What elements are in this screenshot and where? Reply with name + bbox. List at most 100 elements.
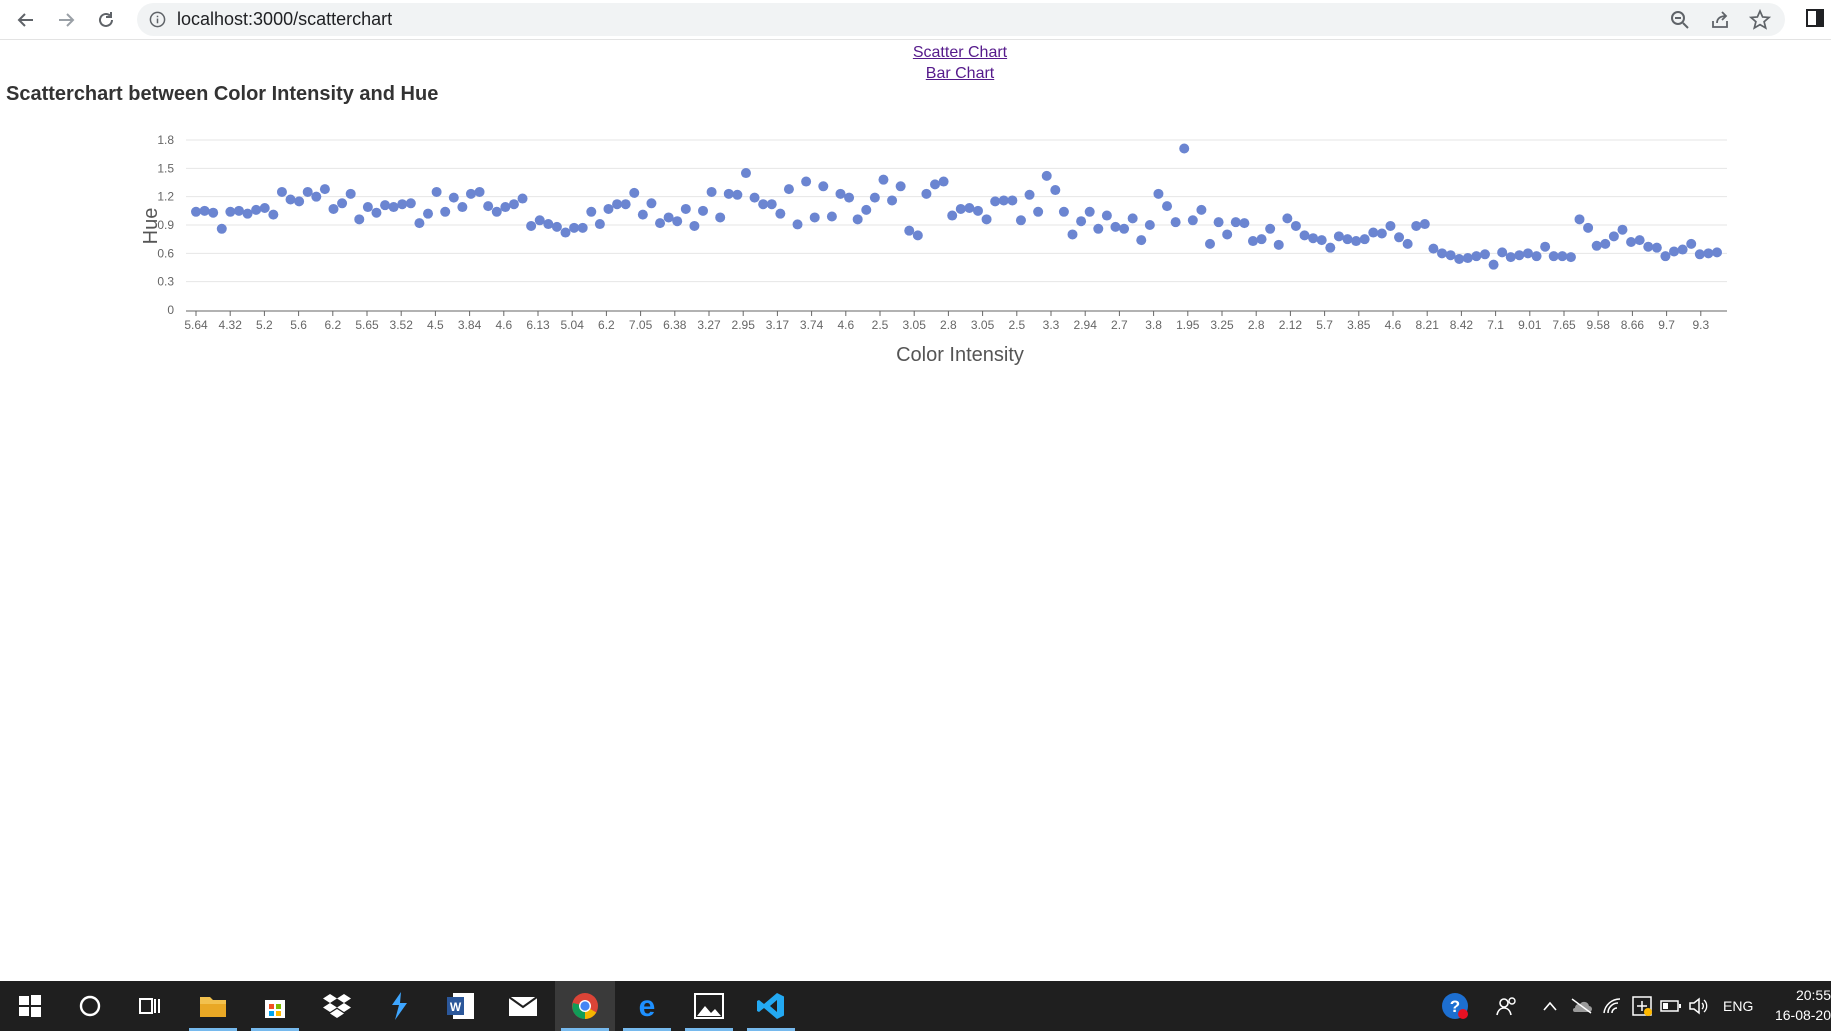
scatter-point[interactable] <box>1127 213 1138 224</box>
volume-icon[interactable] <box>1688 981 1708 1031</box>
scatter-point[interactable] <box>1540 241 1551 252</box>
scatter-point[interactable] <box>1205 238 1215 249</box>
scatter-point[interactable] <box>723 188 734 199</box>
scatter-point[interactable] <box>465 188 476 199</box>
scatter-point[interactable] <box>1626 237 1637 247</box>
scatter-point[interactable] <box>259 203 270 213</box>
scatter-point[interactable] <box>380 200 391 211</box>
chevron-up-icon[interactable] <box>1542 981 1558 1031</box>
search-icon[interactable] <box>60 981 120 1031</box>
scatter-point[interactable] <box>1479 249 1490 260</box>
scatter-point[interactable] <box>311 191 322 202</box>
scatter-point[interactable] <box>423 208 434 219</box>
scatter-point[interactable] <box>1333 231 1344 242</box>
scatter-point[interactable] <box>1325 242 1336 253</box>
word-icon[interactable]: W <box>431 981 491 1031</box>
scatter-point[interactable] <box>792 219 803 230</box>
scatter-point[interactable] <box>947 210 958 221</box>
zoom-icon[interactable] <box>1669 9 1693 31</box>
scatter-chart-link[interactable]: Scatter Chart <box>912 44 1008 61</box>
scatter-point[interactable] <box>835 188 846 199</box>
scatter-point[interactable] <box>508 199 519 210</box>
scatter-point[interactable] <box>732 189 743 200</box>
scatter-point[interactable] <box>1170 217 1181 228</box>
scatter-point[interactable] <box>1213 217 1224 228</box>
edge-icon[interactable]: e <box>617 981 677 1031</box>
scatter-point[interactable] <box>594 219 605 230</box>
scatter-point[interactable] <box>1101 210 1112 221</box>
scatter-point[interactable] <box>818 181 829 192</box>
scatter-point[interactable] <box>1110 221 1121 232</box>
scatter-point[interactable] <box>887 195 898 206</box>
scatter-point[interactable] <box>242 208 253 219</box>
scatter-point[interactable] <box>895 181 906 192</box>
scatter-point[interactable] <box>1669 246 1680 257</box>
scatter-point[interactable] <box>1084 206 1095 217</box>
wifi-icon[interactable] <box>1602 981 1622 1031</box>
scatter-point[interactable] <box>1608 231 1619 242</box>
scatter-point[interactable] <box>1196 204 1207 215</box>
scatter-point[interactable] <box>199 205 210 216</box>
scatter-point[interactable] <box>801 176 812 187</box>
scatter-point[interactable] <box>912 230 923 241</box>
scatter-point[interactable] <box>749 192 760 203</box>
scatter-point[interactable] <box>1703 248 1714 259</box>
scatter-point[interactable] <box>1119 223 1130 234</box>
scatter-point[interactable] <box>1385 220 1396 231</box>
scatter-point[interactable] <box>921 188 932 199</box>
scatter-point[interactable] <box>448 192 459 203</box>
scatter-point[interactable] <box>826 211 837 222</box>
scatter-point[interactable] <box>1437 248 1448 259</box>
scatter-point[interactable] <box>1076 216 1087 227</box>
scatter-point[interactable] <box>474 186 485 197</box>
scatter-point[interactable] <box>1050 185 1061 196</box>
scatter-point[interactable] <box>483 201 494 212</box>
scatter-point[interactable] <box>1067 229 1078 240</box>
forward-icon[interactable] <box>52 6 80 34</box>
scatter-point[interactable] <box>878 174 889 185</box>
scatter-point[interactable] <box>904 225 915 236</box>
scatter-point[interactable] <box>1351 236 1362 247</box>
scatter-point[interactable] <box>440 206 451 217</box>
scatter-point[interactable] <box>354 214 365 225</box>
scatter-point[interactable] <box>1024 189 1035 200</box>
scatter-point[interactable] <box>1574 214 1585 225</box>
scatter-point[interactable] <box>1015 215 1026 226</box>
scatter-point[interactable] <box>302 186 313 197</box>
scatter-point[interactable] <box>337 198 348 209</box>
app-lightning-icon[interactable] <box>369 981 429 1031</box>
microsoft-store-icon[interactable] <box>245 981 305 1031</box>
scatter-point[interactable] <box>1222 229 1233 240</box>
scatter-point[interactable] <box>1093 223 1104 234</box>
scatter-point[interactable] <box>998 195 1009 206</box>
scatter-point[interactable] <box>646 198 657 209</box>
scatter-point[interactable] <box>715 212 726 223</box>
scatter-point[interactable] <box>1368 227 1379 238</box>
scatter-point[interactable] <box>809 212 820 223</box>
scatter-point[interactable] <box>577 222 588 233</box>
scatter-point[interactable] <box>276 186 287 197</box>
scatter-point[interactable] <box>1144 220 1155 230</box>
scatter-point[interactable] <box>1041 170 1052 181</box>
scatter-point[interactable] <box>1694 249 1705 260</box>
scatter-point[interactable] <box>1153 188 1164 199</box>
scatter-point[interactable] <box>1548 251 1559 262</box>
scatter-point[interactable] <box>191 206 201 217</box>
scatter-point[interactable] <box>1514 250 1525 261</box>
scatter-point[interactable] <box>560 227 571 238</box>
scatter-point[interactable] <box>775 208 786 219</box>
scatter-point[interactable] <box>431 186 442 197</box>
scatter-point[interactable] <box>1265 223 1276 234</box>
scatter-point[interactable] <box>1651 242 1662 253</box>
address-bar[interactable]: localhost:3000/scatterchart <box>137 3 1785 36</box>
scatter-point[interactable] <box>1136 235 1147 246</box>
scatter-point[interactable] <box>964 203 975 213</box>
scatter-point[interactable] <box>1600 238 1611 249</box>
scatter-point[interactable] <box>981 214 992 225</box>
battery-icon[interactable] <box>1660 981 1682 1031</box>
scatter-point[interactable] <box>1359 234 1370 245</box>
chrome-icon[interactable] <box>555 981 615 1031</box>
scatter-point[interactable] <box>1290 220 1301 231</box>
scatter-point[interactable] <box>371 207 382 218</box>
scatter-point[interactable] <box>861 204 872 215</box>
